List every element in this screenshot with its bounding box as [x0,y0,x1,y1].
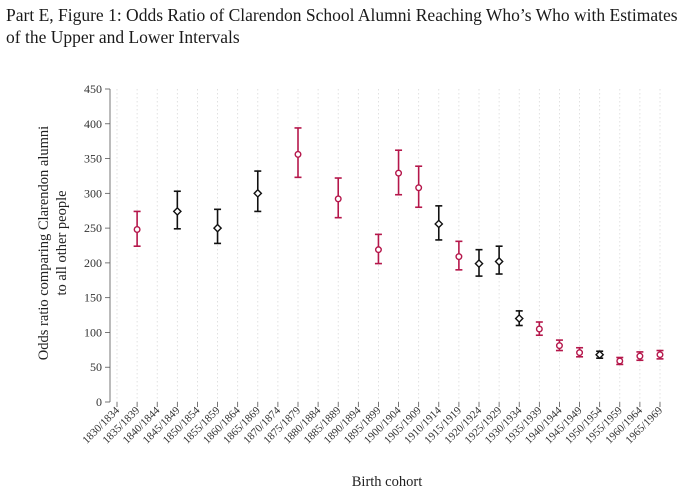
point-estimate-marker [474,258,484,269]
point-estimate-marker [656,351,664,359]
errorbar-1835-1839 [133,210,141,247]
y-tick-label: 150 [84,291,102,305]
point-estimate-marker [455,253,463,261]
errorbar-1960-1964 [636,351,644,362]
point-estimate-marker [334,195,342,203]
y-tick-label: 0 [96,395,102,409]
errorbar-1965-1969 [656,349,664,360]
point-estimate-marker [555,342,563,350]
y-tick-label: 400 [84,117,102,131]
errorbar-1855-1859 [212,208,223,245]
point-estimate-marker [212,223,223,233]
errorbar-1950-1954 [595,350,605,360]
errorbar-1925-1929 [494,245,504,275]
errorbar-1930-1934 [514,310,524,327]
y-tick-label: 250 [84,221,102,235]
y-axis-label-line1: Odds ratio comparing Clarendon alumni [36,126,52,360]
errorbar-1945-1949 [576,346,584,358]
errorbar-1845-1849 [172,190,182,230]
chart-title: Part E, Figure 1: Odds Ratio of Clarendo… [6,5,678,47]
point-estimate-marker [294,150,302,158]
errorbar-1895-1899 [374,233,382,265]
point-estimate-marker [636,352,644,360]
y-tick-label: 450 [84,82,102,96]
errorbar-1955-1959 [616,356,624,366]
y-tick-label: 300 [84,186,102,200]
errorbar-1885-1889 [334,177,342,219]
errorbar-1915-1919 [455,240,463,271]
point-estimate-marker [172,206,182,217]
x-axis-label: Birth cohort [352,474,422,490]
errorbar-1910-1914 [434,205,444,241]
point-estimate-marker [395,169,403,177]
point-estimate-marker [374,246,382,254]
errorbar-1920-1924 [474,248,484,277]
errorbar-1905-1909 [415,165,423,209]
point-estimate-marker [253,188,263,198]
errorbar-1875-1879 [294,127,302,179]
y-axis-label-line2: to all other people [54,190,70,295]
point-estimate-marker [415,184,423,192]
errorbar-1900-1904 [395,149,403,196]
point-estimate-marker [535,325,543,333]
point-estimate-marker [133,226,141,234]
errorbar-1865-1869 [253,170,263,213]
y-ticks: 0 50 100 150 200 250 300 350 400 450 [84,82,110,409]
x-ticks: 1830/18341835/18391840/18441845/18491850… [80,402,665,446]
data-points [133,127,664,366]
y-tick-label: 100 [84,325,102,339]
point-estimate-marker [576,349,584,357]
y-tick-label: 50 [90,360,102,374]
errorbar-1940-1944 [555,339,563,352]
y-tick-label: 200 [84,256,102,270]
errorbar-1935-1939 [535,321,543,337]
y-tick-label: 350 [84,152,102,166]
point-estimate-marker [595,350,605,360]
point-estimate-marker [494,256,504,267]
point-estimate-marker [514,313,524,324]
point-estimate-marker [616,357,624,365]
point-estimate-marker [434,219,444,229]
